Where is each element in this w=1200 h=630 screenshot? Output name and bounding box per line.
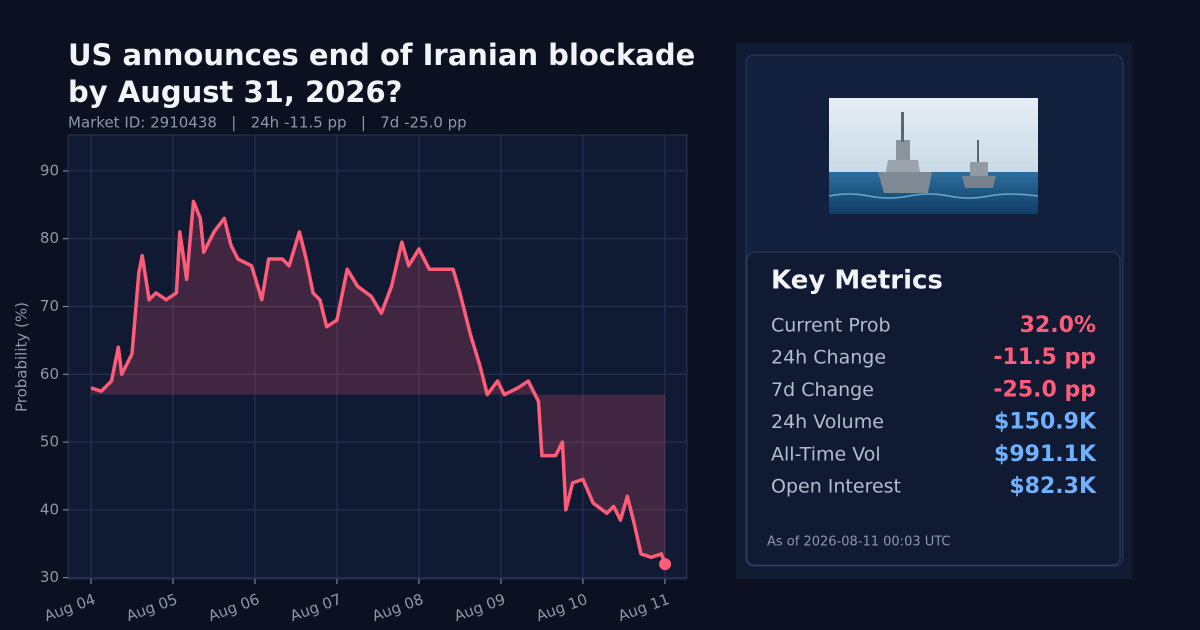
metric-value: $991.1K: [994, 442, 1097, 467]
plot-area: [67, 134, 688, 580]
panel-footer: As of 2026-08-11 00:03 UTC: [767, 535, 951, 550]
y-tick-label: 70: [40, 297, 59, 315]
y-axis-label: Probability (%): [13, 302, 31, 412]
metrics-list: Current Prob 32.0% 24h Change -11.5 pp 7d Ch…: [771, 313, 1097, 499]
metric-label: 7d Change: [771, 379, 874, 401]
line: [90, 199, 667, 565]
metric-label: Open Interest: [771, 476, 901, 498]
title: US announces end of Iranian blockade: [68, 38, 695, 72]
metric-value: -25.0 pp: [993, 377, 1096, 402]
area: [91, 201, 666, 565]
metric-label: Current Prob: [771, 315, 891, 337]
metric-label: 24h Change: [771, 347, 886, 369]
metric-label: 24h Volume: [771, 411, 884, 433]
y-tick-label: 80: [40, 229, 59, 247]
photo: [828, 98, 1039, 214]
end-marker: [659, 558, 672, 571]
y-tick-label: 40: [40, 500, 59, 518]
metric-label: All-Time Vol: [771, 443, 881, 465]
metric-value: -11.5 pp: [993, 345, 1096, 370]
y-tick-label: 90: [40, 161, 59, 179]
y-tick-label: 60: [40, 365, 59, 383]
title: by August 31, 2026?: [68, 75, 402, 109]
subtitle: Market ID: 2910438 | 24h -11.5 pp | 7d -…: [68, 114, 467, 132]
y-tick-label: 50: [40, 433, 59, 451]
y-tick-label: 30: [40, 568, 59, 586]
metric-value: $150.9K: [994, 410, 1097, 435]
metrics-heading: Key Metrics: [771, 266, 943, 296]
metrics-card: [746, 251, 1121, 566]
metric-value: 32.0%: [1020, 313, 1096, 338]
metric-value: $82.3K: [1009, 474, 1097, 499]
